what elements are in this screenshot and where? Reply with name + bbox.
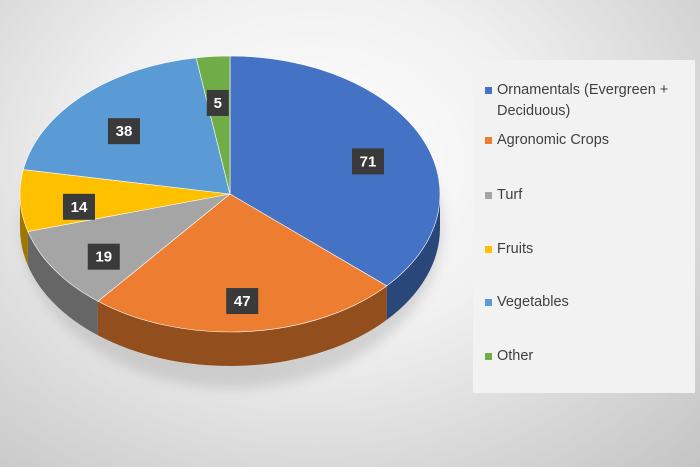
data-label-text: 19 — [95, 249, 112, 266]
data-label-box — [107, 118, 140, 145]
data-label-other: 5 — [206, 89, 229, 116]
pie-slice-ornamentals-evergreen-deciduous — [229, 55, 441, 287]
data-label-agronomic-crops: 47 — [226, 288, 259, 315]
data-label-box — [62, 193, 95, 220]
legend-swatch-agronomic-crops — [485, 137, 492, 144]
pie-side-turf — [27, 231, 98, 336]
data-label-ornamentals-evergreen-deciduous: 71 — [351, 148, 384, 175]
pie-slice-agronomic-crops — [97, 193, 388, 333]
legend-swatch-other — [485, 353, 492, 360]
legend-swatch-fruits — [485, 246, 492, 253]
data-label-box — [226, 288, 259, 315]
data-label-text: 38 — [116, 123, 133, 140]
legend-swatch-ornamentals — [485, 87, 492, 94]
legend-label-turf: Turf — [497, 187, 523, 203]
data-label-fruits: 14 — [62, 193, 95, 220]
legend-label-vegetables: Vegetables — [497, 294, 569, 310]
data-label-box — [87, 243, 120, 270]
data-label-text: 14 — [71, 199, 88, 216]
pie-side-fruits — [20, 194, 28, 266]
pie-side-agronomic-crops — [97, 285, 387, 366]
legend-swatch-turf — [485, 192, 492, 199]
data-label-box — [206, 89, 229, 116]
legend-label-fruits: Fruits — [497, 241, 534, 257]
pie-slice-turf — [27, 193, 231, 302]
data-label-turf: 19 — [87, 243, 120, 270]
data-label-text: 5 — [214, 95, 222, 112]
legend-label-ornamentals: Ornamentals (Evergreen + Deciduous) — [497, 82, 669, 119]
legend-label-agronomic-crops: Agronomic Crops — [497, 132, 610, 148]
data-label-text: 47 — [234, 293, 251, 310]
legend: Ornamentals (Evergreen + Deciduous) Agro… — [473, 60, 695, 393]
pie-side-ornamentals-evergreen-deciduous — [386, 194, 440, 320]
legend-swatch-vegetables — [485, 299, 492, 306]
data-label-text: 71 — [360, 153, 377, 170]
data-label-box — [351, 148, 384, 175]
legend-label-other: Other — [497, 348, 534, 364]
data-label-vegetables: 38 — [107, 118, 140, 145]
